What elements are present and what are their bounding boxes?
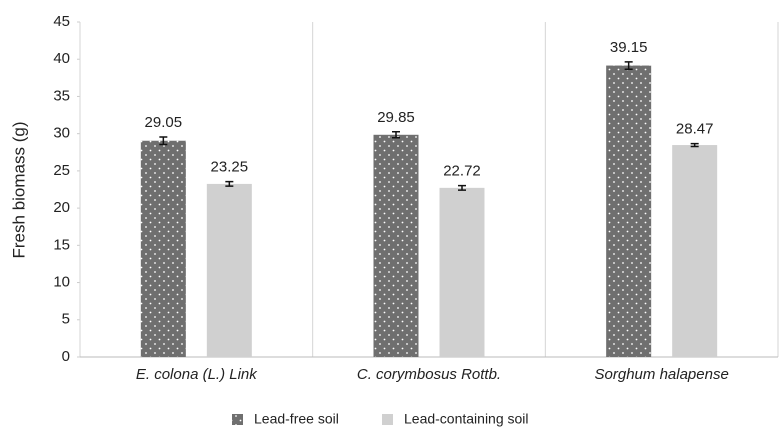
y-tick-label: 40 <box>53 50 70 67</box>
error-bar <box>458 184 466 191</box>
y-tick-label: 10 <box>53 274 70 291</box>
y-tick-label: 15 <box>53 236 70 253</box>
data-label: 28.47 <box>676 121 714 138</box>
x-tick-label: Sorghum halapense <box>595 366 729 383</box>
error-bar <box>159 136 168 146</box>
y-axis-label: Fresh biomass (g) <box>9 122 28 259</box>
y-tick-label: 25 <box>53 162 70 179</box>
legend-label: Lead-containing soil <box>404 411 529 427</box>
bar <box>439 187 485 357</box>
y-tick-label: 30 <box>53 125 70 142</box>
y-tick-label: 20 <box>53 199 70 216</box>
bar <box>373 134 419 357</box>
x-tick-label: C. corymbosus Rottb. <box>357 366 501 383</box>
y-tick-label: 5 <box>62 311 70 328</box>
x-tick-label: E. colona (L.) Link <box>136 366 258 383</box>
legend-label: Lead-free soil <box>254 411 339 427</box>
data-label: 22.72 <box>443 163 481 180</box>
y-tick-label: 0 <box>62 348 70 365</box>
error-bar <box>624 61 633 71</box>
data-label: 29.85 <box>377 109 415 126</box>
legend-swatch <box>232 414 243 425</box>
error-bar <box>690 142 699 148</box>
bar <box>606 65 652 358</box>
data-label: 23.25 <box>211 159 249 176</box>
bar <box>206 183 252 357</box>
y-tick-label: 35 <box>53 87 70 104</box>
y-tick-label: 45 <box>53 13 70 30</box>
bar <box>140 140 186 357</box>
error-bar <box>392 131 400 139</box>
legend-swatch <box>382 414 393 425</box>
bar <box>672 145 718 357</box>
data-label: 29.05 <box>145 114 183 131</box>
error-bar <box>225 180 234 187</box>
data-label: 39.15 <box>610 39 648 56</box>
